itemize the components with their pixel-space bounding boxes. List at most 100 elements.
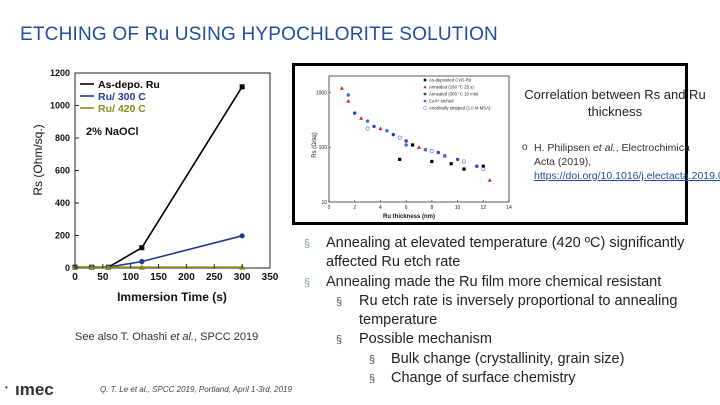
inset-point xyxy=(372,124,376,129)
inset-x-tick-label: 4 xyxy=(379,205,382,211)
see-also-note: See also T. Ohashi et al., SPCC 2019 xyxy=(75,330,275,344)
y-tick-label: 600 xyxy=(55,166,70,176)
inset-point xyxy=(397,135,402,140)
data-point xyxy=(88,264,95,270)
bullet-item: § Annealing at elevated temperature (420 … xyxy=(304,234,714,273)
y-tick-label: 200 xyxy=(55,231,70,241)
data-point xyxy=(239,233,245,239)
x-axis-label: Immersion Time (s) xyxy=(117,290,227,304)
bullet-marker: § xyxy=(304,238,311,250)
x-tick-label: 0 xyxy=(72,272,78,283)
bullet-marker: § xyxy=(304,276,311,289)
see-also-prefix: See also T. Ohashi xyxy=(75,331,171,343)
bullet-text: Annealing made the Ru film more chemical… xyxy=(326,273,662,290)
inset-legend-label: As-deposited CVD-Ru xyxy=(429,78,472,83)
citation-footer: Q. T. Le et al., SPCC 2019, Portland, Ap… xyxy=(100,385,292,394)
inset-x-tick-label: 14 xyxy=(506,205,512,211)
inset-legend-swatch xyxy=(423,99,427,103)
sub-bullet-item: § Possible mechanism xyxy=(304,330,714,349)
inset-y-tick-label: 1000 xyxy=(316,90,327,96)
inset-y-tick-label: 10 xyxy=(321,200,327,206)
inset-point xyxy=(417,145,421,149)
inset-point xyxy=(398,157,402,161)
bullet-marker: § xyxy=(336,334,343,347)
x-tick-label: 50 xyxy=(97,272,109,283)
y-tick-label: 800 xyxy=(55,133,70,143)
inset-point xyxy=(462,159,467,164)
see-also-etal: et al. xyxy=(170,331,195,343)
reference-doi-link[interactable]: https://doi.org/10.1016/j.electacta.2019… xyxy=(534,170,720,182)
sub-sub-bullet-item: § Change of surface chemistry xyxy=(304,369,714,388)
y-tick-label: 0 xyxy=(65,263,70,273)
bullet-marker: § xyxy=(336,295,343,308)
x-tick-label: 350 xyxy=(262,272,279,283)
inset-point xyxy=(462,167,466,171)
logo-dot-icon: • xyxy=(5,383,8,392)
bullet-text: Ru etch rate is inversely proportional t… xyxy=(359,292,678,329)
see-also-suffix: , SPCC 2019 xyxy=(194,331,259,343)
bullet-text: Change of surface chemistry xyxy=(391,370,576,387)
inset-point xyxy=(404,139,408,143)
inset-point xyxy=(365,119,370,123)
inset-point xyxy=(410,143,415,147)
inset-point xyxy=(391,132,395,137)
inset-y-tick-label: 100 xyxy=(319,145,328,151)
y-axis-label: Rs (Ohm/sq.) xyxy=(31,124,45,195)
bullet-item: § Annealing made the Ru film more chemica… xyxy=(304,273,714,292)
inset-x-tick-label: 8 xyxy=(430,205,433,211)
inset-frame xyxy=(328,75,510,203)
data-point xyxy=(138,264,145,270)
inset-x-label: Ru thickness (nm) xyxy=(383,214,435,220)
x-tick-label: 250 xyxy=(206,272,223,283)
reference-etal: et al. xyxy=(592,142,616,154)
inset-point xyxy=(385,129,389,133)
x-tick-label: 100 xyxy=(122,272,139,283)
reference-authors: H. Philipsen xyxy=(534,142,591,154)
reference-marker: o xyxy=(522,142,528,153)
bullet-marker: § xyxy=(369,353,376,366)
data-point xyxy=(139,258,145,265)
data-point xyxy=(105,264,112,270)
data-point xyxy=(239,84,245,90)
legend-label: Ru/ 300 C xyxy=(98,91,146,103)
data-point xyxy=(139,245,145,251)
inset-figure: 0 2 4 6 8 10 12 14 10 100 1000 As-deposited CVD-Ru… xyxy=(292,63,688,225)
inset-legend-swatch xyxy=(423,85,427,89)
inset-point xyxy=(404,143,408,147)
legend-label: Ru/ 420 C xyxy=(98,103,146,115)
inset-x-tick-label: 6 xyxy=(405,205,408,211)
y-tick-label: 1200 xyxy=(50,68,70,78)
inset-legend-swatch xyxy=(423,106,427,110)
imec-logo: ımec xyxy=(15,380,54,399)
sub-sub-bullet-item: § Bulk change (crystallinity, grain size) xyxy=(304,350,714,369)
inset-y-label: Rs (Ω/sq) xyxy=(312,132,318,158)
x-tick-label: 300 xyxy=(234,272,251,283)
slide-title: ETCHING OF Ru USING HYPOCHLORITE SOLUTIO… xyxy=(20,24,498,45)
rs-vs-time-chart: 0 50 100 150 200 250 300 350 0 200 400 600 800 1000 12… xyxy=(31,68,279,304)
inset-point xyxy=(339,86,344,90)
inset-point xyxy=(487,178,492,182)
inset-legend-label: Anodically stripped (1.0 M MSA) xyxy=(429,106,491,111)
inset-legend-swatch xyxy=(423,78,427,82)
naocl-annotation: 2% NaOCl xyxy=(86,126,139,138)
inset-point xyxy=(359,116,364,120)
reference-note: o H. Philipsen et al., Electrochimica Ac… xyxy=(522,141,720,183)
bullet-text: Annealing at elevated temperature (420 º… xyxy=(326,235,685,271)
inset-point xyxy=(481,164,485,168)
inset-point xyxy=(423,148,428,152)
inset-point xyxy=(449,162,453,166)
inset-point xyxy=(475,164,479,168)
inset-x-tick-label: 0 xyxy=(328,205,331,211)
inset-x-tick-label: 10 xyxy=(455,205,461,211)
inset-legend-label: Ce4+ etched xyxy=(429,99,454,104)
inset-point xyxy=(429,149,434,154)
legend-label: As-depo. Ru xyxy=(98,79,160,91)
bullet-marker: § xyxy=(369,373,376,386)
inset-point xyxy=(365,126,370,131)
reference-journal: , Electrochimica Acta (2019), xyxy=(534,142,690,168)
y-tick-label: 1000 xyxy=(50,101,70,111)
series-line-1 xyxy=(75,235,243,268)
inset-point xyxy=(378,126,383,131)
inset-point xyxy=(443,154,447,158)
inset-legend-label: Annealed (180 °C 25 s) xyxy=(429,85,474,90)
